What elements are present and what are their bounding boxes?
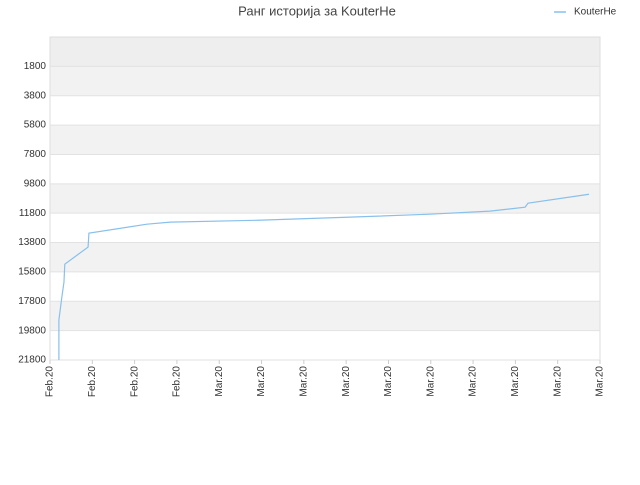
y-tick-label: 17800 <box>18 296 46 307</box>
x-tick-label: Mar.20 <box>256 366 267 397</box>
y-tick-label: 9800 <box>24 178 47 189</box>
y-tick-label: 13800 <box>18 237 46 248</box>
data-line <box>58 193 590 360</box>
x-tick-label: Feb.20 <box>45 366 56 398</box>
x-tick-label: Mar.20 <box>595 366 606 397</box>
y-tick-label: 7800 <box>24 149 47 160</box>
plot-band <box>50 37 600 67</box>
plot-band <box>50 301 600 331</box>
x-tick-label: Mar.20 <box>298 366 309 397</box>
x-tick-label: Feb.20 <box>87 366 98 398</box>
plot-band <box>50 183 600 214</box>
x-tick-label: Mar.20 <box>468 366 479 397</box>
chart-title: Ранг историја за KouterHe <box>238 3 396 18</box>
y-tick-label: 21800 <box>18 355 46 366</box>
x-tick-label: Mar.20 <box>425 366 436 397</box>
x-tick-label: Feb.20 <box>172 366 183 398</box>
y-tick-label: 15800 <box>18 267 46 278</box>
legend-label: KouterHe <box>574 7 617 18</box>
plot-band <box>50 242 600 272</box>
x-tick-label: Feb.20 <box>129 366 140 398</box>
y-tick-label: 5800 <box>24 120 47 131</box>
x-tick-label: Mar.20 <box>552 366 563 397</box>
x-tick-label: Mar.20 <box>341 366 352 397</box>
plot-band <box>50 330 600 360</box>
plot-band <box>50 66 600 96</box>
plot-band <box>50 271 600 302</box>
plot-band <box>50 95 600 126</box>
x-tick-label: Mar.20 <box>214 366 225 397</box>
x-tick-label: Mar.20 <box>383 366 394 397</box>
y-tick-label: 19800 <box>18 325 46 336</box>
y-tick-label: 3800 <box>24 90 47 101</box>
plot-band <box>50 125 600 155</box>
y-tick-label: 1800 <box>24 61 47 72</box>
y-tick-label: 11800 <box>19 208 47 219</box>
plot-band <box>50 154 600 184</box>
x-tick-label: Mar.20 <box>510 366 521 397</box>
